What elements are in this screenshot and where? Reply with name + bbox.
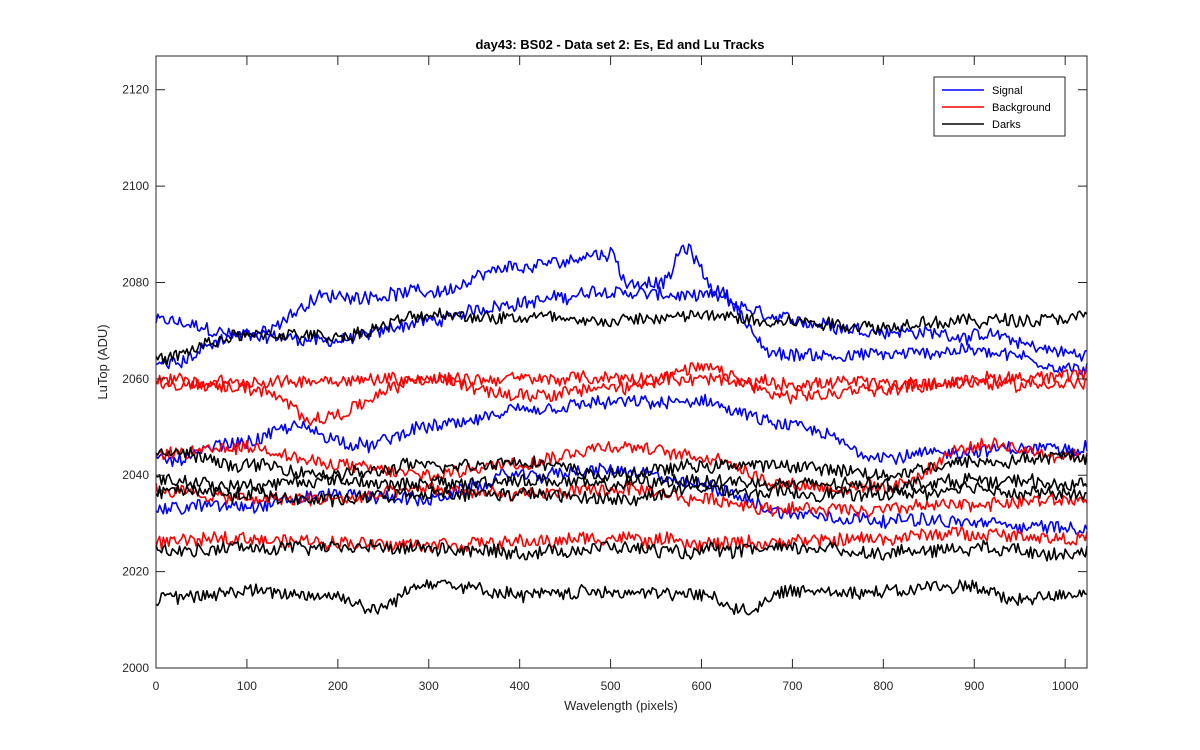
y-axis-title: LuTop (ADU) [95,324,110,399]
legend-background-label: Background [992,102,1051,114]
x-tick-label: 800 [873,679,893,693]
chart-title: day43: BS02 - Data set 2: Es, Ed and Lu … [475,37,764,52]
x-tick-label: 0 [153,679,160,693]
series-line-darks-10 [155,446,1088,483]
series-line-signal-0 [155,285,1088,362]
series-layer [155,243,1088,616]
tick-layer: 0 100 200 300 400 500 600 700 800 900 1000 2000 2020… [122,56,1087,693]
x-tick-label: 300 [419,679,439,693]
series-line-darks-13 [155,539,1088,562]
y-tick-label: 2040 [122,468,149,482]
series-line-background-5 [155,362,1088,426]
axes-box [155,55,1088,669]
series-line-darks-11 [155,472,1088,495]
series-line-signal-3 [155,462,1088,536]
x-tick-label: 100 [237,679,257,693]
legend-signal-label: Signal [992,85,1023,97]
series-line-darks-12 [155,481,1088,508]
x-tick-label: 600 [691,679,711,693]
series-line-signal-1 [155,243,1088,376]
series-line-background-8 [155,525,1088,553]
x-tick-label: 400 [510,679,530,693]
series-line-signal-2 [155,393,1088,468]
x-tick-label: 900 [964,679,984,693]
y-tick-label: 2060 [122,372,149,386]
x-tick-label: 1000 [1052,679,1079,693]
x-tick-label: 700 [782,679,802,693]
series-line-background-6 [155,437,1088,495]
legend-darks-label: Darks [992,119,1021,131]
series-line-darks-9 [155,307,1088,366]
y-tick-label: 2120 [122,83,149,97]
series-line-darks-14 [155,579,1088,616]
y-tick-label: 2080 [122,275,149,289]
y-tick-label: 2000 [122,661,149,675]
x-axis-title: Wavelength (pixels) [564,698,678,713]
y-tick-label: 2020 [122,565,149,579]
plot-area [156,56,1087,668]
x-tick-label: 200 [328,679,348,693]
series-line-background-4 [155,370,1088,394]
legend: Signal Background Darks [933,76,1066,137]
x-tick-label: 500 [601,679,621,693]
y-tick-label: 2100 [122,179,149,193]
